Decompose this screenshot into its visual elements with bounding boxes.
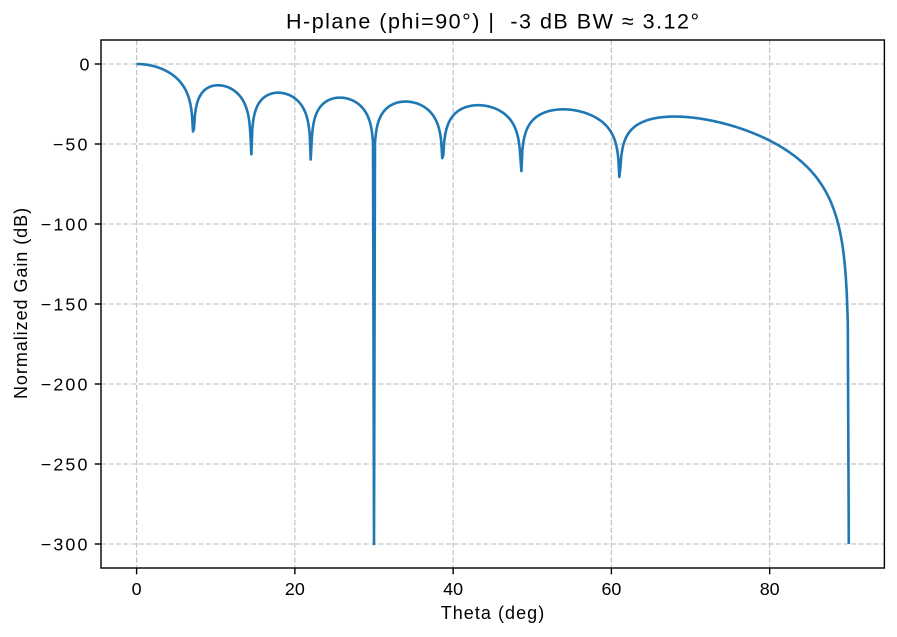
svg-text:H-plane (phi=90°) | -3 dB BW: H-plane (phi=90°) | -3 dB BW ≈ 3.12°: [286, 10, 701, 34]
svg-text:Theta (deg): Theta (deg): [441, 603, 546, 623]
svg-text:60: 60: [601, 579, 621, 599]
svg-text:40: 40: [443, 579, 463, 599]
svg-text:80: 80: [760, 579, 780, 599]
svg-text:0: 0: [132, 579, 142, 599]
svg-text:−100: −100: [41, 214, 90, 234]
svg-text:−250: −250: [41, 454, 90, 474]
svg-text:Normalized Gain (dB): Normalized Gain (dB): [11, 207, 31, 399]
svg-text:0: 0: [80, 54, 90, 74]
svg-text:−150: −150: [41, 294, 90, 314]
svg-text:−200: −200: [41, 374, 90, 394]
svg-text:−50: −50: [53, 134, 90, 154]
svg-text:−300: −300: [41, 534, 90, 554]
svg-text:20: 20: [285, 579, 305, 599]
